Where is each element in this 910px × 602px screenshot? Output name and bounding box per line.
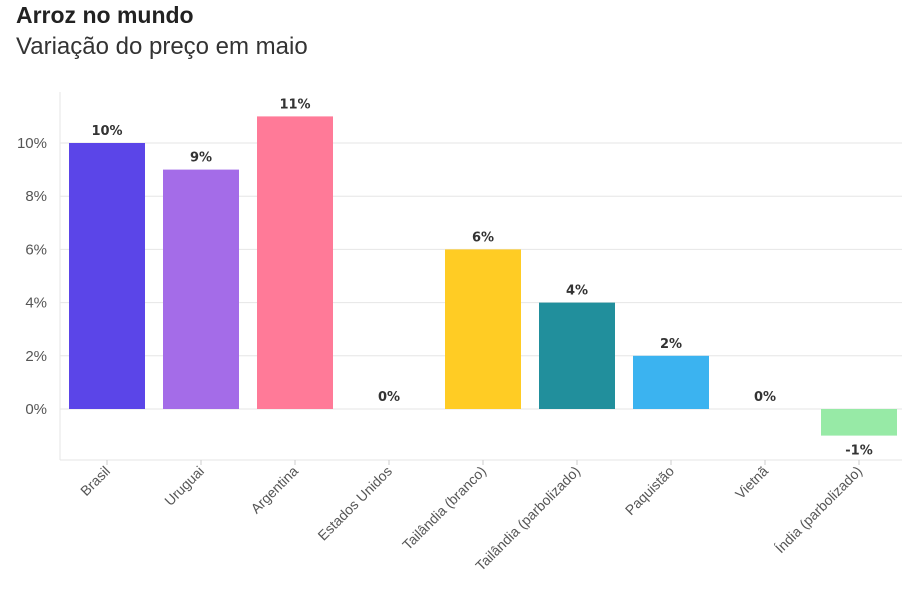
- data-label: 10%: [91, 124, 122, 139]
- y-tick-label: 8%: [25, 188, 47, 205]
- y-tick-label: 6%: [25, 241, 47, 258]
- bar: [633, 355, 709, 409]
- y-tick-label: 0%: [25, 401, 47, 418]
- data-label: 2%: [660, 337, 682, 352]
- bar: [257, 116, 333, 410]
- data-label: 4%: [566, 284, 588, 299]
- x-tick-label: Paquistão: [622, 463, 677, 518]
- y-tick-label: 2%: [25, 348, 47, 365]
- bar: [69, 143, 145, 409]
- data-label: 9%: [190, 151, 212, 166]
- x-tick-label: Uruguai: [161, 463, 207, 509]
- x-tick-label: Argentina: [247, 463, 301, 517]
- x-tick-label: Vietnã: [732, 463, 771, 502]
- bar: [539, 302, 615, 409]
- x-tick-label: Estados Unidos: [314, 463, 395, 544]
- x-tick-label: Brasil: [77, 463, 113, 499]
- y-tick-label: 4%: [25, 295, 47, 312]
- x-tick-label: Índia (parbolizado): [772, 463, 865, 556]
- chart-title: Arroz no mundo: [16, 2, 194, 28]
- bar: [163, 169, 239, 409]
- bar: [445, 249, 521, 409]
- data-label: 11%: [279, 97, 310, 112]
- data-label: 0%: [754, 390, 776, 405]
- y-tick-label: 10%: [17, 135, 47, 152]
- data-label: 6%: [472, 230, 494, 245]
- x-tick-label: Tailândia (parbolizado): [472, 463, 583, 574]
- chart-subtitle: Variação do preço em maio: [16, 33, 308, 60]
- data-label: -1%: [845, 444, 872, 459]
- x-tick-label: Tailândia (branco): [399, 463, 489, 553]
- bar: [821, 409, 897, 436]
- data-label: 0%: [378, 390, 400, 405]
